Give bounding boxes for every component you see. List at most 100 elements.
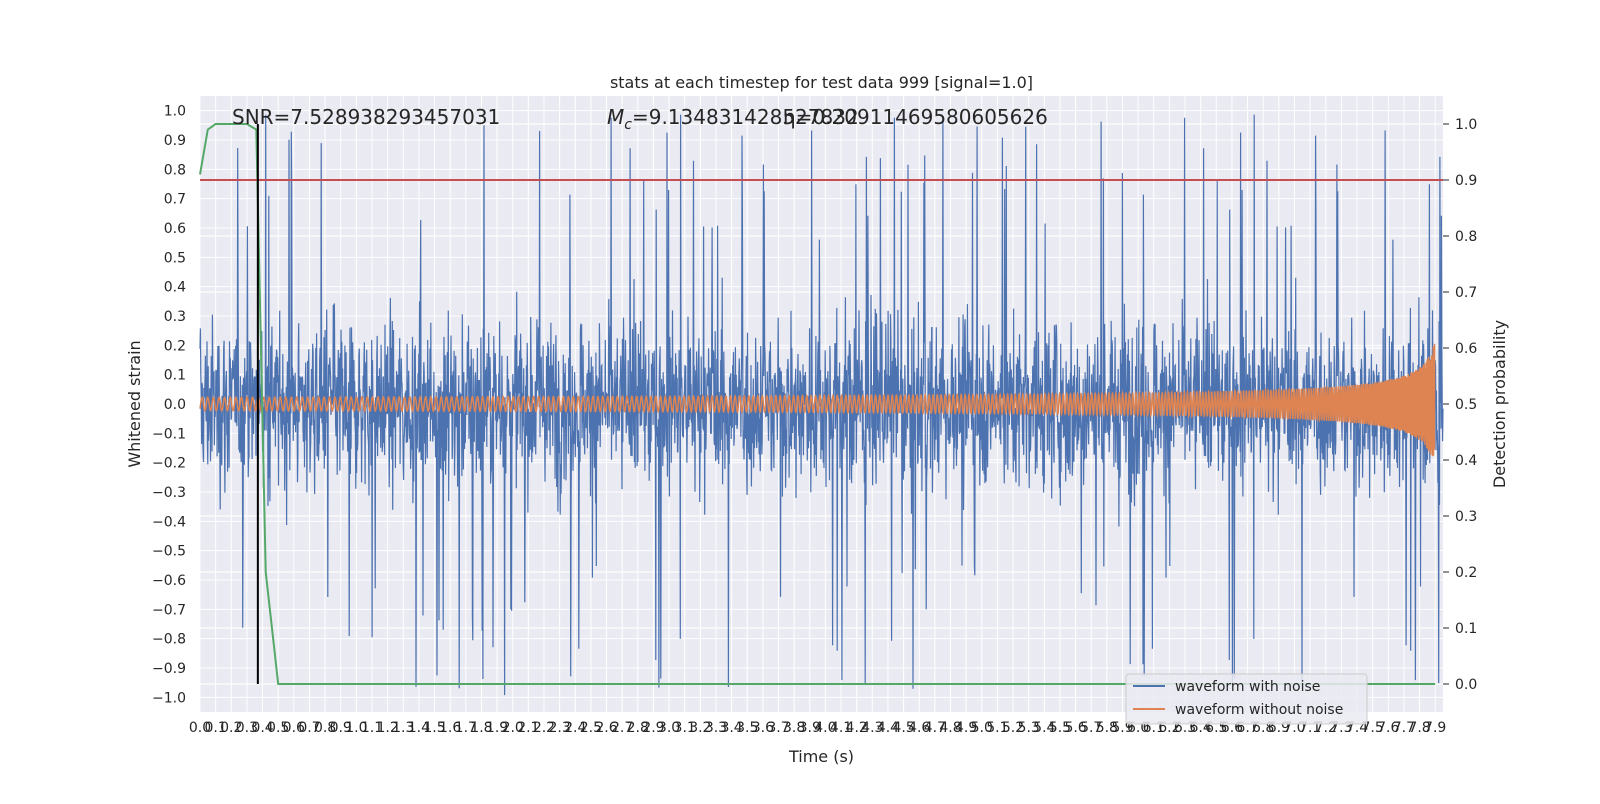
- y-tick-label-right: 1.0: [1455, 117, 1477, 133]
- x-tick-label: 5.6: [1064, 720, 1086, 736]
- legend-label-noisy: waveform with noise: [1175, 679, 1320, 695]
- y-tick-label-left: −0.7: [152, 602, 186, 618]
- x-tick-label: 5.8: [1096, 720, 1118, 736]
- y-tick-label-right: 0.0: [1455, 677, 1477, 693]
- x-tick-label: 5.0: [971, 720, 993, 736]
- x-tick-label: 4.5: [892, 720, 914, 736]
- legend: waveform with noise waveform without noi…: [1125, 673, 1368, 725]
- x-tick-label: 0.6: [283, 720, 305, 736]
- x-tick-label: 2.6: [595, 720, 617, 736]
- x-tick-label: 2.3: [548, 720, 570, 736]
- x-tick-label: 4.4: [877, 720, 899, 736]
- x-tick-label: 0.8: [314, 720, 336, 736]
- x-tick-label: 2.4: [564, 720, 586, 736]
- y-tick-label-left: 0.6: [164, 221, 186, 237]
- x-tick-label: 1.1: [361, 720, 383, 736]
- y-tick-label-left: −0.2: [152, 456, 186, 472]
- x-tick-label: 2.1: [517, 720, 539, 736]
- x-tick-label: 5.1: [986, 720, 1008, 736]
- x-tick-label: 2.7: [611, 720, 633, 736]
- x-tick-label: 4.3: [861, 720, 883, 736]
- legend-box: [1125, 673, 1368, 725]
- x-tick-label: 3.4: [720, 720, 742, 736]
- x-tick-label: 3.3: [705, 720, 727, 736]
- y-tick-label-left: −0.8: [152, 632, 186, 648]
- x-tick-label: 4.0: [814, 720, 836, 736]
- x-tick-label: 1.4: [408, 720, 430, 736]
- y-tick-label-right: 0.2: [1455, 565, 1477, 581]
- x-tick-label: 4.1: [830, 720, 852, 736]
- x-tick-label: 7.7: [1393, 720, 1415, 736]
- x-tick-label: 1.9: [486, 720, 508, 736]
- y-tick-label-right: 0.5: [1455, 397, 1477, 413]
- x-tick-label: 2.2: [533, 720, 555, 736]
- y-tick-label-left: −0.4: [152, 514, 186, 530]
- x-tick-label: 4.7: [924, 720, 946, 736]
- x-tick-label: 1.6: [439, 720, 461, 736]
- x-tick-label: 0.2: [220, 720, 242, 736]
- x-tick-label: 4.6: [908, 720, 930, 736]
- eta-annotation: η=0.20911469580605626: [783, 105, 1048, 129]
- x-tick-label: 3.8: [783, 720, 805, 736]
- y-tick-label-left: −0.5: [152, 544, 186, 560]
- y-tick-label-left: 0.3: [164, 309, 186, 325]
- y-tick-label-right: 0.7: [1455, 285, 1477, 301]
- x-tick-label: 1.5: [423, 720, 445, 736]
- x-tick-label: 3.1: [674, 720, 696, 736]
- x-tick-label: 7.8: [1408, 720, 1430, 736]
- y-tick-label-left: 0.8: [164, 162, 186, 178]
- y-tick-label-left: −1.0: [152, 690, 186, 706]
- x-tick-label: 0.9: [330, 720, 352, 736]
- mc-annotation: Mc=9.134831428527832: [607, 105, 859, 133]
- x-tick-label: 0.7: [298, 720, 320, 736]
- y-tick-label-left: −0.9: [152, 661, 186, 677]
- mc-value: =9.134831428527832: [632, 105, 859, 129]
- x-tick-label: 3.5: [736, 720, 758, 736]
- y-tick-label-left: −0.3: [152, 485, 186, 501]
- x-tick-label: 3.0: [658, 720, 680, 736]
- mc-symbol: M: [607, 105, 624, 129]
- x-tick-label: 7.9: [1424, 720, 1446, 736]
- y-tick-label-left: −0.6: [152, 573, 186, 589]
- y-axis-label-right: Detection probability: [1490, 320, 1509, 488]
- legend-label-clean: waveform without noise: [1175, 702, 1343, 718]
- y-tick-label-right: 0.9: [1455, 173, 1477, 189]
- x-tick-label: 2.0: [502, 720, 524, 736]
- x-tick-label: 0.0: [189, 720, 211, 736]
- y-tick-label-left: −0.1: [152, 426, 186, 442]
- y-tick-label-left: 0.9: [164, 133, 186, 149]
- y-tick-label-left: 0.0: [164, 397, 186, 413]
- y-tick-label-right: 0.6: [1455, 341, 1477, 357]
- series-waveform-without-noise: [199, 343, 1436, 457]
- chart-title: stats at each timestep for test data 999…: [610, 73, 1033, 92]
- x-tick-label: 5.7: [1080, 720, 1102, 736]
- y-tick-label-right: 0.4: [1455, 453, 1477, 469]
- x-tick-label: 1.8: [470, 720, 492, 736]
- snr-annotation: SNR=7.528938293457031: [232, 105, 500, 129]
- y-axis-label-left: Whitened strain: [125, 340, 144, 467]
- x-tick-label: 5.3: [1018, 720, 1040, 736]
- x-tick-label: 2.9: [642, 720, 664, 736]
- x-tick-label: 1.7: [455, 720, 477, 736]
- x-tick-label: 3.9: [799, 720, 821, 736]
- y-tick-label-right: 0.3: [1455, 509, 1477, 525]
- x-tick-label: 0.4: [251, 720, 273, 736]
- x-tick-label: 4.2: [846, 720, 868, 736]
- x-tick-label: 5.5: [1049, 720, 1071, 736]
- x-tick-label: 3.2: [689, 720, 711, 736]
- x-tick-label: 1.0: [345, 720, 367, 736]
- y-tick-label-left: 0.1: [164, 368, 186, 384]
- x-tick-label: 7.5: [1362, 720, 1384, 736]
- x-tick-label: 1.2: [376, 720, 398, 736]
- x-tick-label: 0.3: [236, 720, 258, 736]
- y-tick-label-left: 0.4: [164, 280, 186, 296]
- x-tick-label: 0.1: [205, 720, 227, 736]
- y-tick-label-right: 0.1: [1455, 621, 1477, 637]
- x-tick-label: 0.5: [267, 720, 289, 736]
- x-tick-label: 5.4: [1033, 720, 1055, 736]
- x-tick-label: 3.7: [767, 720, 789, 736]
- y-tick-label-left: 1.0: [164, 104, 186, 120]
- mc-subscript: c: [624, 117, 632, 133]
